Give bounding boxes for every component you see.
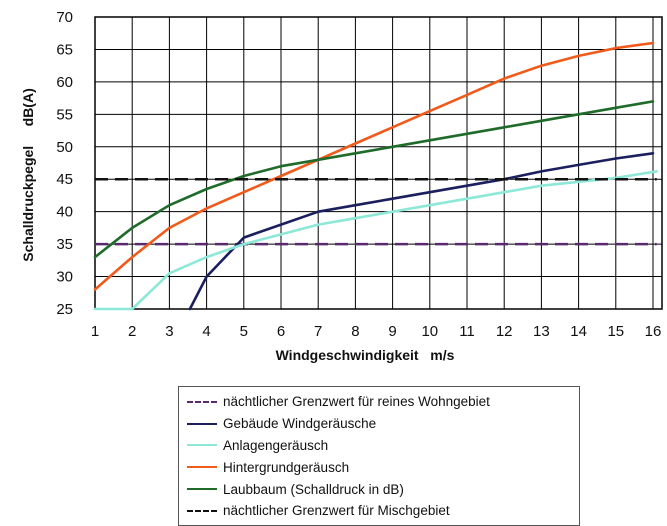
series-line-3 [93,170,659,311]
y-tick-label: 30 [56,269,73,286]
x-tick-label: 4 [202,323,210,340]
y-tick-labels: 25 30 35 40 45 50 55 60 65 70 [56,9,73,318]
plot-area [95,17,662,309]
legend-label: nächtlicher Grenzwert für Mischgebiet [223,503,450,519]
legend-swatch [187,466,217,469]
series-layer [93,41,659,311]
legend-swatch [187,509,217,512]
x-tick-label: 5 [240,323,248,340]
y-tick-label: 35 [56,236,73,253]
legend-label: Laubbaum (Schalldruck in dB) [223,481,404,497]
legend-label: Gebäude Windgeräusche [223,416,377,432]
x-tick-label: 16 [645,323,662,340]
x-tick-labels: 1 2 3 4 5 6 7 8 9 10 11 12 13 14 15 16 [91,323,662,340]
legend-swatch [187,444,217,447]
x-tick-label: 7 [314,323,322,340]
y-tick-label: 55 [56,106,73,123]
x-tick-label: 8 [351,323,359,340]
legend-item: Anlagengeräusch [179,435,579,457]
legend-label: nächtlicher Grenzwert für reines Wohngeb… [223,394,490,410]
x-tick-label: 14 [570,323,587,340]
legend-swatch [187,488,217,491]
plot-border [94,16,663,310]
legend-item: nächtlicher Grenzwert für reines Wohngeb… [179,391,579,413]
x-tick-label: 2 [128,323,136,340]
legend-item: Hintergrundgeräusch [179,456,579,478]
y-tick-label: 65 [56,41,73,58]
x-tick-label: 9 [388,323,396,340]
y-tick-label: 60 [56,74,73,91]
legend: nächtlicher Grenzwert für reines Wohngeb… [178,386,580,526]
legend-item: Laubbaum (Schalldruck in dB) [179,478,579,500]
x-tick-label: 6 [277,323,285,340]
x-tick-label: 15 [607,323,624,340]
legend-swatch [187,400,217,403]
x-tick-label: 1 [91,323,99,340]
series-line-4 [93,41,655,291]
legend-item: nächtlicher Grenzwert für Mischgebiet [179,500,579,522]
y-tick-label: 40 [56,204,73,221]
x-axis-label: Windgeschwindigkeit m/s [276,347,455,363]
legend-swatch [187,422,217,425]
legend-item: Gebäude Windgeräusche [179,413,579,435]
y-tick-label: 50 [56,139,73,156]
x-tick-label: 11 [459,323,475,340]
legend-label: Hintergrundgeräusch [223,459,350,475]
x-tick-label: 3 [165,323,173,340]
x-tick-label: 10 [421,323,438,340]
x-tick-label: 12 [496,323,513,340]
series-line-2 [188,152,655,311]
y-tick-label: 25 [56,301,73,318]
x-tick-label: 13 [533,323,550,340]
y-axis-label: Schalldruckpegel dB(A) [20,88,36,261]
y-tick-label: 45 [56,171,73,188]
legend-label: Anlagengeräusch [223,437,329,453]
series-line-5 [93,100,655,259]
y-tick-label: 70 [56,9,73,26]
